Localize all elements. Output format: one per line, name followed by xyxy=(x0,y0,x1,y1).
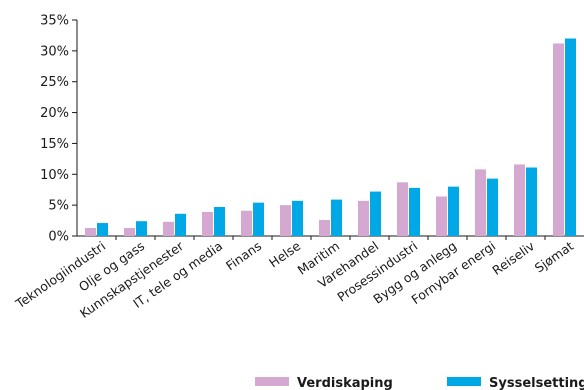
bar-verdiskaping-6 xyxy=(319,219,330,236)
chart-legend: Verdiskaping Sysselsetting xyxy=(255,376,584,390)
bar-verdiskaping-8 xyxy=(397,182,408,236)
bar-sysselsetting-4 xyxy=(253,202,264,236)
y-tick-label: 10% xyxy=(40,168,69,183)
bar-sysselsetting-9 xyxy=(448,186,459,236)
y-tick-label: 20% xyxy=(40,106,69,121)
legend-swatch-sysselsetting xyxy=(447,377,481,386)
bar-verdiskaping-7 xyxy=(358,200,369,236)
legend-label-sysselsetting: Sysselsetting xyxy=(489,376,584,390)
bar-sysselsetting-12 xyxy=(565,38,576,237)
bar-sysselsetting-11 xyxy=(526,167,537,236)
bar-verdiskaping-12 xyxy=(553,43,564,236)
bar-verdiskaping-4 xyxy=(241,210,252,236)
bar-sysselsetting-1 xyxy=(136,221,147,236)
x-tick-label: Finans xyxy=(223,238,264,273)
bar-sysselsetting-3 xyxy=(214,206,225,236)
bar-sysselsetting-10 xyxy=(487,178,498,236)
x-tick-label: Sjømat xyxy=(532,238,577,275)
y-tick-label: 35% xyxy=(40,14,69,29)
y-tick-label: 5% xyxy=(48,199,69,214)
bar-verdiskaping-9 xyxy=(436,196,447,236)
legend-swatch-verdiskaping xyxy=(255,377,289,386)
chart-bars xyxy=(85,38,576,237)
y-tick-label: 15% xyxy=(40,137,69,152)
bar-verdiskaping-11 xyxy=(514,164,525,236)
bar-sysselsetting-5 xyxy=(292,200,303,236)
y-tick-label: 30% xyxy=(40,44,69,59)
bar-sysselsetting-8 xyxy=(409,187,420,236)
bar-verdiskaping-10 xyxy=(475,169,486,236)
bar-sysselsetting-7 xyxy=(370,191,381,236)
bar-verdiskaping-3 xyxy=(202,211,213,236)
y-axis-ticks: 0% 5% 10% 15% 20% 25% 30% 35% xyxy=(40,14,77,245)
bar-sysselsetting-2 xyxy=(175,213,186,236)
bar-verdiskaping-2 xyxy=(163,221,174,236)
bar-verdiskaping-0 xyxy=(85,227,96,236)
bar-verdiskaping-5 xyxy=(280,205,291,236)
chart-axes xyxy=(76,20,584,237)
x-tick-label: Reiseliv xyxy=(489,238,537,278)
legend-label-verdiskaping: Verdiskaping xyxy=(297,376,393,390)
y-tick-label: 25% xyxy=(40,75,69,90)
bar-sysselsetting-6 xyxy=(331,199,342,236)
bar-verdiskaping-1 xyxy=(124,227,135,236)
bar-sysselsetting-0 xyxy=(97,223,108,236)
y-tick-label: 0% xyxy=(48,230,69,245)
